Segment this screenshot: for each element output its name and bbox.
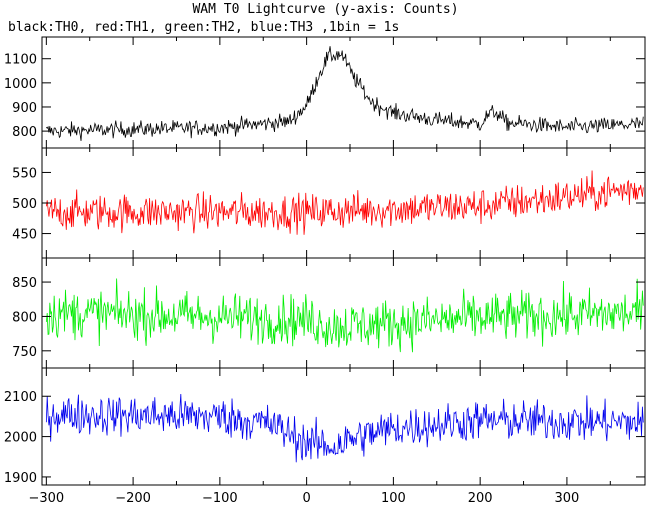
lightcurve-th2 (45, 278, 644, 353)
chart-subtitle: black:TH0, red:TH1, green:TH2, blue:TH3 … (8, 20, 400, 35)
y-tick-label: 1900 (4, 471, 37, 486)
x-tick-label: 0 (302, 491, 310, 505)
y-tick-label: 1100 (4, 53, 37, 68)
lightcurve-th0 (46, 46, 644, 141)
lightcurve-th1 (45, 170, 644, 235)
panel-frame-th3 (41, 367, 646, 486)
y-tick-label: 800 (12, 125, 37, 140)
y-tick-label: 2100 (4, 390, 37, 405)
x-tick-label: −100 (202, 491, 238, 505)
lightcurve-th3 (45, 393, 644, 463)
y-tick-label: 1000 (4, 77, 37, 92)
y-tick-label: 850 (12, 276, 37, 291)
x-tick-label: 200 (468, 491, 493, 505)
chart-title: WAM T0 Lightcurve (y-axis: Counts) (192, 2, 459, 17)
y-tick-label: 800 (12, 310, 37, 325)
y-tick-label: 2000 (4, 431, 37, 446)
y-tick-label: 450 (12, 228, 37, 243)
x-tick-label: 300 (554, 491, 579, 505)
x-tick-label: −300 (28, 491, 64, 505)
y-tick-label: 550 (12, 166, 37, 181)
y-tick-label: 500 (12, 197, 37, 212)
panel-frame-th1 (41, 147, 646, 259)
x-tick-label: −200 (115, 491, 151, 505)
y-tick-label: 900 (12, 101, 37, 116)
x-tick-label: 100 (381, 491, 406, 505)
y-tick-label: 750 (12, 345, 37, 360)
